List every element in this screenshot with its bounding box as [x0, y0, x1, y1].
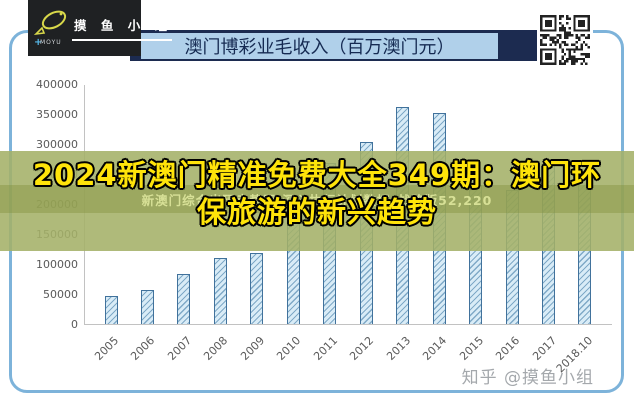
y-tick-label: 50000: [43, 288, 78, 301]
overlay-headline-line2: 保旅游的新兴趋势: [196, 195, 437, 229]
bar-2008: [213, 258, 227, 324]
bar-2007: [177, 274, 191, 324]
logo-latin: MOYU: [40, 39, 62, 46]
overlay-dark-band: [0, 185, 634, 213]
qr-code: [537, 13, 593, 67]
fish-logo-icon: + MOYU: [33, 4, 72, 50]
overlay-headline-line1: 2024新澳门精准免费大全349期：澳门环: [32, 158, 602, 192]
bar-2006: [140, 290, 154, 324]
y-tick-label: 400000: [36, 78, 78, 91]
overlay-watermark-text: 新澳门综合出码走势图,深入执行计划数据_战略版52,220: [141, 193, 493, 208]
overlay-headline: 2024新澳门精准免费大全349期：澳门环 保旅游的新兴趋势: [0, 157, 634, 231]
bar-2009: [250, 253, 264, 324]
anchor-icon: +: [34, 37, 43, 48]
logo-box: + MOYU 摸 鱼 小 组: [28, 0, 173, 56]
chart-title: 澳门博彩业毛收入（百万澳门元）: [141, 33, 498, 59]
y-tick-label: 100000: [36, 258, 78, 271]
y-tick-label: 350000: [36, 108, 78, 121]
logo-title: 摸 鱼 小 组: [72, 13, 173, 41]
bar-2005: [104, 296, 118, 324]
y-tick-label: 300000: [36, 138, 78, 151]
text-overlay-banner: 新澳门综合出码走势图,深入执行计划数据_战略版52,220 2024新澳门精准免…: [0, 151, 634, 251]
zhihu-watermark: 知乎 @摸鱼小组: [461, 368, 594, 388]
y-tick-label: 0: [71, 318, 78, 331]
